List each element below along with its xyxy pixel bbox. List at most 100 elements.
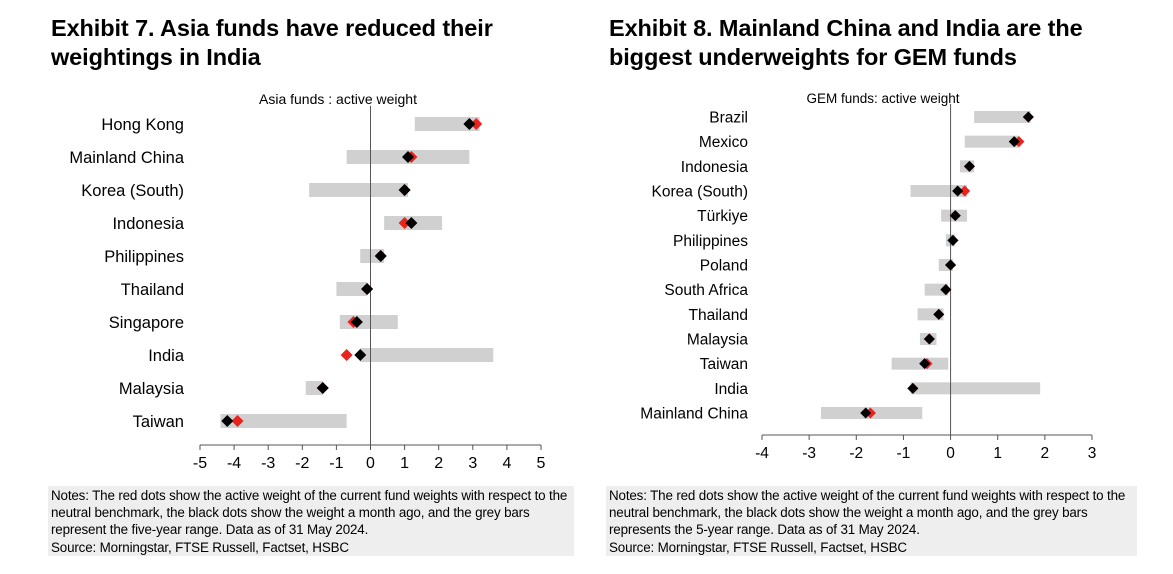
- exhibit-7-notes: Notes: The red dots show the active weig…: [48, 486, 574, 556]
- exhibit-8-month-ago-marker-malaysia: [923, 333, 935, 345]
- exhibit-7-month-ago-marker-india: [354, 349, 367, 361]
- exhibit-7-category-label-indonesia: Indonesia: [112, 215, 184, 233]
- exhibit-7-month-ago-marker-hong-kong: [463, 118, 476, 130]
- exhibit-8-month-ago-marker-india: [907, 382, 919, 394]
- exhibit-8-x-tick-label: -2: [849, 445, 863, 462]
- exhibit-8-month-ago-marker-turkiye: [949, 210, 961, 222]
- exhibit-7-x-tick-label: -4: [227, 455, 241, 472]
- exhibit-8-category-label-thailand: Thailand: [689, 307, 748, 324]
- exhibit-7-range-bar-malaysia: [305, 381, 323, 395]
- exhibit-7-month-ago-marker-mainland-china: [402, 151, 415, 163]
- exhibit-7-panel: Exhibit 7. Asia funds have reduced their…: [0, 0, 586, 574]
- exhibit-7-x-tick-label: 3: [468, 455, 477, 472]
- exhibit-7-range-bar-india: [360, 348, 494, 362]
- exhibit-8-range-bar-brazil: [974, 111, 1031, 123]
- exhibit-7-category-label-korea-south: Korea (South): [81, 182, 184, 200]
- exhibit-7-category-label-thailand: Thailand: [121, 281, 184, 299]
- exhibit-7-category-label-singapore: Singapore: [109, 314, 184, 332]
- exhibit-7-category-label-mainland-china: Mainland China: [69, 149, 184, 167]
- exhibit-7-month-ago-marker-malaysia: [316, 382, 329, 394]
- exhibit-7-month-ago-marker-philippines: [374, 250, 387, 262]
- exhibit-7-current-marker-taiwan: [231, 415, 244, 427]
- exhibit-8-range-bar-mexico: [964, 135, 1019, 148]
- exhibit-8-chart: GEM funds: active weight -4 -3 -2 -1 0 1 2 3 Braz…: [640, 91, 1097, 462]
- exhibit-7-month-ago-marker-korea-south: [398, 184, 411, 196]
- exhibit-8-panel: Exhibit 8. Mainland China and India are …: [590, 0, 1173, 574]
- exhibit-7-category-label-hong-kong: Hong Kong: [101, 116, 184, 134]
- exhibit-8-month-ago-marker-thailand: [933, 308, 945, 320]
- exhibit-8-category-label-korea-south: Korea (South): [652, 183, 749, 200]
- exhibit-7-range-bar-thailand: [336, 282, 368, 296]
- exhibit-7-x-tick-label: 2: [434, 455, 443, 472]
- exhibit-7-x-tick-label: -2: [295, 455, 309, 472]
- exhibit-7-notes-text: Notes: The red dots show the active weig…: [51, 488, 571, 538]
- exhibit-8-chart-title: GEM funds: active weight: [806, 91, 959, 106]
- exhibit-7-source: Source: Morningstar, FTSE Russell, Facts…: [51, 539, 349, 555]
- exhibit-8-category-label-mexico: Mexico: [699, 134, 748, 151]
- exhibit-8-notes-text: Notes: The red dots show the active weig…: [609, 488, 1129, 538]
- exhibit-8-x-tick-label: 2: [1041, 445, 1050, 462]
- exhibit-8-category-label-philippines: Philippines: [673, 233, 748, 250]
- exhibit-7-category-label-malaysia: Malaysia: [119, 380, 185, 398]
- exhibit-7-category-label-india: India: [148, 347, 185, 365]
- exhibit-7-current-marker-hong-kong: [470, 118, 483, 130]
- exhibit-8-month-ago-marker-poland: [945, 259, 957, 271]
- exhibit-8-category-label-turkiye: Türkiye: [697, 208, 748, 225]
- exhibit-8-range-bar-korea-south: [910, 185, 968, 197]
- exhibit-8-title-line1: Exhibit 8. Mainland China and India are …: [609, 15, 1083, 41]
- exhibit-8-month-ago-marker-philippines: [947, 234, 959, 246]
- exhibit-8-category-label-mainland-china: Mainland China: [640, 405, 748, 422]
- exhibit-8-title: Exhibit 8. Mainland China and India are …: [609, 14, 1169, 72]
- exhibit-7-range-bar-philippines: [360, 249, 385, 263]
- exhibit-8-category-label-malaysia: Malaysia: [687, 331, 749, 348]
- exhibit-8-category-label-south-africa: South Africa: [664, 282, 748, 299]
- exhibit-8-category-label-indonesia: Indonesia: [681, 159, 749, 176]
- exhibit-7-title-line1: Exhibit 7. Asia funds have reduced their: [51, 15, 493, 41]
- exhibit-7-x-tick-label: 4: [502, 455, 511, 472]
- exhibit-7-month-ago-marker-indonesia: [405, 217, 418, 229]
- exhibit-8-title-line2: biggest underweights for GEM funds: [609, 44, 1017, 70]
- exhibit-7-current-marker-indonesia: [398, 217, 411, 229]
- exhibit-8-month-ago-marker-mainland-china: [860, 407, 872, 419]
- exhibit-8-month-ago-marker-mexico: [1008, 136, 1020, 148]
- exhibit-8-month-ago-marker-taiwan: [919, 358, 931, 370]
- exhibit-8-category-label-india: India: [714, 381, 748, 398]
- exhibit-8-category-label-brazil: Brazil: [709, 109, 748, 126]
- exhibit-7-title: Exhibit 7. Asia funds have reduced their…: [51, 14, 571, 72]
- exhibit-7-category-label-philippines: Philippines: [104, 248, 184, 266]
- exhibit-8-source: Source: Morningstar, FTSE Russell, Facts…: [609, 539, 907, 555]
- exhibit-7-chart-title: Asia funds : active weight: [259, 91, 417, 107]
- exhibit-8-range-bar-india: [910, 382, 1041, 395]
- exhibit-7-x-tick-label: 1: [400, 455, 409, 472]
- exhibit-7-x-tick-label: 5: [537, 455, 546, 472]
- exhibit-8-x-tick-label: -4: [755, 445, 769, 462]
- exhibit-7-title-line2: weightings in India: [51, 44, 261, 70]
- exhibit-8-category-label-taiwan: Taiwan: [700, 356, 748, 373]
- exhibit-7-month-ago-marker-taiwan: [221, 415, 234, 427]
- exhibit-8-x-tick-label: 1: [993, 445, 1002, 462]
- exhibit-7-x-tick-label: -3: [261, 455, 275, 472]
- exhibit-8-month-ago-marker-indonesia: [963, 160, 975, 172]
- exhibit-8-category-label-poland: Poland: [700, 257, 748, 274]
- exhibit-8-x-tick-label: -1: [897, 445, 911, 462]
- exhibit-7-x-tick-label: -5: [193, 455, 207, 472]
- exhibit-7-x-tick-label: 0: [366, 455, 375, 472]
- exhibit-7-chart: Asia funds : active weight -5 -4 -3 -2 -1 0 1 2 3…: [69, 91, 546, 472]
- exhibit-8-x-tick-label: 0: [946, 445, 955, 462]
- exhibit-7-range-bar-hong-kong: [414, 117, 480, 131]
- exhibit-8-x-tick-label: 3: [1088, 445, 1097, 462]
- exhibit-7-month-ago-marker-singapore: [350, 316, 363, 328]
- exhibit-8-range-bar-south-africa: [924, 283, 949, 296]
- exhibit-8-month-ago-marker-brazil: [1022, 111, 1034, 123]
- exhibit-7-category-label-taiwan: Taiwan: [133, 413, 184, 431]
- exhibit-7-x-tick-label: -1: [329, 455, 343, 472]
- exhibit-8-month-ago-marker-south-africa: [940, 284, 952, 296]
- exhibit-8-month-ago-marker-korea-south: [952, 185, 964, 197]
- exhibit-7-range-bar-taiwan: [220, 414, 347, 428]
- exhibit-8-current-marker-korea-south: [959, 185, 971, 197]
- exhibit-7-current-marker-india: [340, 349, 353, 361]
- exhibit-7-month-ago-marker-thailand: [361, 283, 374, 295]
- exhibit-7-range-bar-korea-south: [309, 183, 409, 197]
- exhibit-8-x-tick-label: -3: [802, 445, 816, 462]
- exhibit-8-notes: Notes: The red dots show the active weig…: [606, 486, 1137, 556]
